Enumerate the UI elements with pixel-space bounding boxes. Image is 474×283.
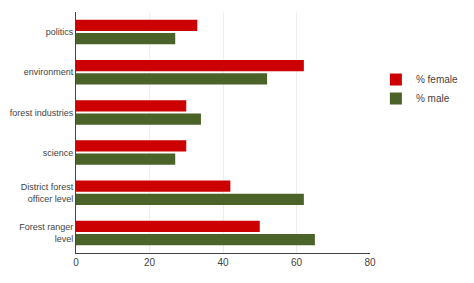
svg-text:science: science [43,148,74,158]
svg-text:politics: politics [46,27,74,37]
svg-text:District forestofficer level: District forestofficer level [21,182,74,204]
svg-text:60: 60 [291,257,303,268]
svg-text:20: 20 [144,257,156,268]
svg-text:% male: % male [416,93,450,104]
svg-text:forest industries: forest industries [10,108,74,118]
svg-text:% female: % female [416,74,458,85]
svg-text:0: 0 [73,257,79,268]
svg-text:80: 80 [364,257,376,268]
svg-text:environment: environment [24,67,74,77]
svg-text:40: 40 [217,257,229,268]
svg-text:Forest rangerlevel: Forest rangerlevel [19,222,73,244]
